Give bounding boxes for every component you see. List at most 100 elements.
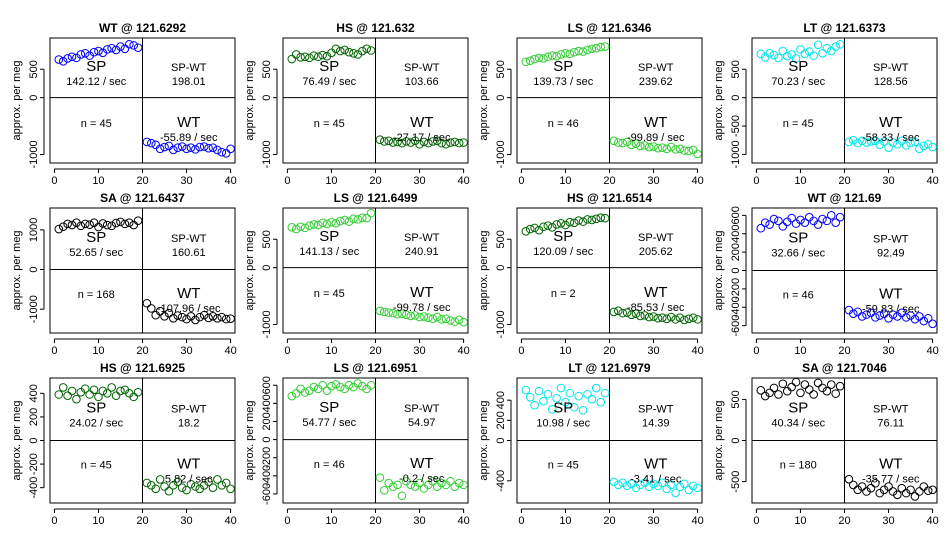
y-tick-label: 200 [730, 243, 742, 261]
sp-point [54, 224, 64, 234]
wt-point [862, 310, 871, 319]
sp-point [578, 47, 588, 56]
x-tick-label: 20 [369, 175, 381, 187]
x-tick-label: 20 [838, 515, 850, 527]
wt-point [446, 476, 455, 486]
wt-point [160, 312, 169, 321]
sp-point [94, 392, 103, 402]
y-axis-label: approx. per meg [244, 230, 256, 310]
wt-point [675, 482, 685, 492]
diff-label: SP-WT [638, 62, 674, 74]
n-label: n = 46 [783, 290, 814, 302]
sp-point [565, 49, 575, 59]
sp-point [54, 390, 64, 399]
y-tick-label: 500 [261, 230, 273, 248]
wt-point [866, 308, 876, 318]
wt-point [195, 312, 205, 322]
sp-point [58, 56, 68, 66]
panel-title: LT @ 121.6979 [568, 361, 651, 375]
wt-point [380, 137, 389, 146]
y-tick-label: 0 [730, 95, 742, 101]
sp-label: SP [319, 228, 339, 245]
sp-rate: 10.98 / sec [536, 417, 590, 429]
y-tick-label: 0 [261, 265, 273, 271]
sp-point [596, 213, 605, 222]
wt-point [688, 313, 698, 322]
x-tick-label: 40 [224, 175, 236, 187]
wt-point [693, 315, 702, 324]
wt-point [919, 141, 929, 151]
wt-point [221, 314, 231, 324]
wt-rate: -35.77 / sec [862, 474, 920, 486]
panel-title: HS @ 121.6514 [567, 191, 652, 205]
sp-point [309, 382, 319, 392]
sp-point [287, 223, 297, 232]
wt-point [410, 311, 420, 320]
sp-point [769, 383, 779, 393]
sp-point [357, 46, 367, 56]
sp-point [583, 215, 592, 224]
wt-rate: -3.41 / sec [630, 474, 682, 486]
sp-point [569, 47, 579, 57]
wt-point [653, 143, 663, 153]
diff-value: 128.56 [874, 76, 908, 88]
panel-title: LS @ 121.6346 [568, 21, 652, 35]
wt-point [919, 316, 929, 326]
wt-point [204, 313, 213, 323]
y-tick-label: 0 [261, 95, 273, 101]
sp-point [318, 218, 327, 228]
wt-point [424, 313, 433, 322]
wt-point [636, 480, 645, 490]
sp-rate: 24.02 / sec [69, 417, 123, 429]
wt-point [688, 145, 698, 155]
sp-point [133, 387, 143, 397]
sp-point [826, 211, 836, 220]
wt-point [213, 314, 222, 323]
sp-point [769, 50, 779, 60]
wt-point [226, 314, 235, 324]
sp-point [72, 394, 81, 404]
sp-rate: 76.49 / sec [302, 76, 356, 88]
wt-point [631, 309, 641, 318]
y-tick-label: 500 [495, 230, 507, 248]
diff-label: SP-WT [404, 62, 440, 74]
sp-point [813, 220, 823, 229]
diff-value: 198.01 [172, 76, 206, 88]
sp-point [831, 42, 840, 51]
x-tick-label: 10 [559, 515, 571, 527]
wt-point [199, 310, 209, 320]
sp-point [80, 219, 90, 229]
wt-point [857, 482, 867, 491]
n-label: n = 168 [78, 289, 115, 301]
sp-point [574, 46, 583, 56]
y-tick-label: -1000 [28, 140, 40, 168]
wt-point [631, 139, 641, 148]
sp-point [357, 381, 367, 391]
wt-point [160, 142, 169, 152]
wt-point [406, 138, 416, 147]
wt-point [380, 307, 389, 317]
sp-point [552, 51, 561, 61]
sp-point [530, 54, 539, 64]
sp-point [335, 216, 345, 226]
diff-value: 239.62 [639, 76, 673, 88]
sp-point [778, 379, 788, 389]
diff-label: SP-WT [873, 233, 909, 245]
sp-point [782, 386, 792, 396]
wt-point [164, 486, 174, 496]
sp-point [530, 400, 539, 410]
wt-point [432, 136, 442, 146]
sp-point [800, 380, 810, 389]
x-tick-label: 10 [325, 175, 337, 187]
wt-point [208, 483, 218, 492]
sp-point [782, 51, 792, 61]
sp-point [778, 222, 788, 231]
sp-point [760, 218, 770, 228]
sp-point [578, 405, 588, 415]
sp-point [565, 217, 575, 227]
sp-point [120, 44, 130, 54]
wt-point [217, 312, 227, 322]
y-tick-label: 400 [495, 391, 507, 409]
sp-point [309, 220, 319, 229]
